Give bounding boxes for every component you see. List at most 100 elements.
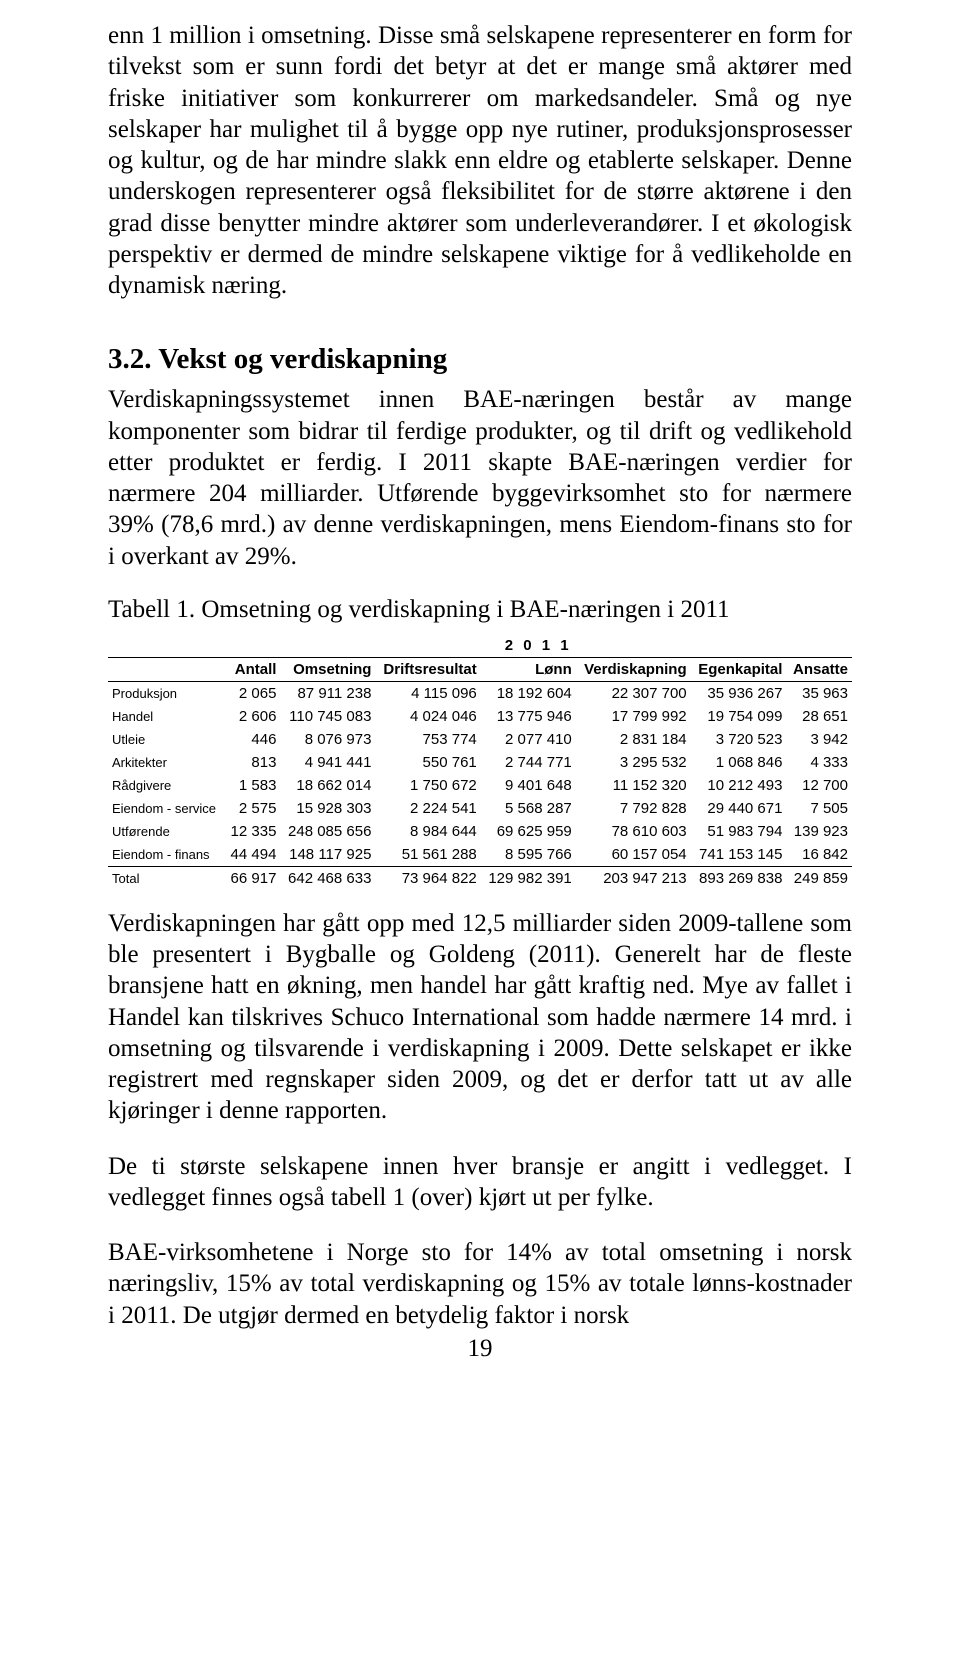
table-row: Arkitekter 813 4 941 441 550 761 2 744 7…	[108, 751, 852, 774]
table-year-cell: 2 0 1 1	[224, 634, 852, 658]
table-cell: 8 595 766	[481, 843, 576, 867]
table-cell: Total	[108, 866, 224, 890]
table-cell: 2 606	[224, 705, 280, 728]
table-cell: 2 744 771	[481, 751, 576, 774]
table-cell: 18 662 014	[280, 774, 375, 797]
table-row: Eiendom - service 2 575 15 928 303 2 224…	[108, 797, 852, 820]
table-cell: 8 076 973	[280, 728, 375, 751]
table-cell: 2 224 541	[375, 797, 480, 820]
table-cell: 3 295 532	[576, 751, 691, 774]
table-cell: 15 928 303	[280, 797, 375, 820]
table-cell: 8 984 644	[375, 820, 480, 843]
table-cell: 28 651	[786, 705, 852, 728]
table-cell: 139 923	[786, 820, 852, 843]
paragraph-4: De ti største selskapene innen hver bran…	[108, 1151, 852, 1214]
table-cell: 2 065	[224, 681, 280, 705]
table-cell: 4 333	[786, 751, 852, 774]
table-col-1: Antall	[224, 657, 280, 681]
table-col-5: Verdiskapning	[576, 657, 691, 681]
paragraph-3: Verdiskapningen har gått opp med 12,5 mi…	[108, 908, 852, 1127]
table-cell: 66 917	[224, 866, 280, 890]
table-col-7: Ansatte	[786, 657, 852, 681]
table-year-blank	[108, 634, 224, 658]
section-heading: 3.2. Vekst og verdiskapning	[108, 343, 852, 376]
table-cell: Arkitekter	[108, 751, 224, 774]
table-cell: 44 494	[224, 843, 280, 867]
table-cell: 249 859	[786, 866, 852, 890]
table-cell: 16 842	[786, 843, 852, 867]
table-row: Utleie 446 8 076 973 753 774 2 077 410 2…	[108, 728, 852, 751]
table-cell: 1 583	[224, 774, 280, 797]
table-cell: 642 468 633	[280, 866, 375, 890]
table-cell: 17 799 992	[576, 705, 691, 728]
table-cell: Rådgivere	[108, 774, 224, 797]
paragraph-5: BAE-virksomhetene i Norge sto for 14% av…	[108, 1237, 852, 1331]
table-cell: 7 505	[786, 797, 852, 820]
table-cell: 550 761	[375, 751, 480, 774]
table-cell: 11 152 320	[576, 774, 691, 797]
table-cell: 51 561 288	[375, 843, 480, 867]
table-cell: 1 068 846	[691, 751, 787, 774]
table-cell: 35 936 267	[691, 681, 787, 705]
table-cell: 741 153 145	[691, 843, 787, 867]
table-cell: Produksjon	[108, 681, 224, 705]
table-col-3: Driftsresultat	[375, 657, 480, 681]
table-col-0	[108, 657, 224, 681]
table-cell: 3 942	[786, 728, 852, 751]
document-page: enn 1 million i omsetning. Disse små sel…	[0, 0, 960, 1383]
paragraph-1: enn 1 million i omsetning. Disse små sel…	[108, 20, 852, 301]
table-cell: 12 700	[786, 774, 852, 797]
table-cell: 60 157 054	[576, 843, 691, 867]
table-cell: 9 401 648	[481, 774, 576, 797]
table-caption: Tabell 1. Omsetning og verdiskapning i B…	[108, 596, 852, 624]
table-cell: 69 625 959	[481, 820, 576, 843]
table-cell: 813	[224, 751, 280, 774]
table-cell: 78 610 603	[576, 820, 691, 843]
table-cell: Utførende	[108, 820, 224, 843]
table-cell: 148 117 925	[280, 843, 375, 867]
table-total-row: Total 66 917 642 468 633 73 964 822 129 …	[108, 866, 852, 890]
table-col-6: Egenkapital	[691, 657, 787, 681]
table-cell: 29 440 671	[691, 797, 787, 820]
table-cell: 2 831 184	[576, 728, 691, 751]
table-col-4: Lønn	[481, 657, 576, 681]
table-cell: 2 077 410	[481, 728, 576, 751]
table-cell: 12 335	[224, 820, 280, 843]
table-header-row: Antall Omsetning Driftsresultat Lønn Ver…	[108, 657, 852, 681]
table-cell: Utleie	[108, 728, 224, 751]
table-cell: 3 720 523	[691, 728, 787, 751]
paragraph-2: Verdiskapningssystemet innen BAE-næringe…	[108, 384, 852, 572]
table-cell: 248 085 656	[280, 820, 375, 843]
table-row: Rådgivere 1 583 18 662 014 1 750 672 9 4…	[108, 774, 852, 797]
table-cell: 51 983 794	[691, 820, 787, 843]
table-cell: 18 192 604	[481, 681, 576, 705]
data-table: 2 0 1 1 Antall Omsetning Driftsresultat …	[108, 634, 852, 890]
table-cell: 13 775 946	[481, 705, 576, 728]
table-row: Utførende 12 335 248 085 656 8 984 644 6…	[108, 820, 852, 843]
table-row: Handel 2 606 110 745 083 4 024 046 13 77…	[108, 705, 852, 728]
table-year-row: 2 0 1 1	[108, 634, 852, 658]
table-cell: 446	[224, 728, 280, 751]
table-body: Produksjon 2 065 87 911 238 4 115 096 18…	[108, 681, 852, 890]
table-cell: 753 774	[375, 728, 480, 751]
table-cell: 203 947 213	[576, 866, 691, 890]
table-cell: 22 307 700	[576, 681, 691, 705]
table-cell: 893 269 838	[691, 866, 787, 890]
table-row: Produksjon 2 065 87 911 238 4 115 096 18…	[108, 681, 852, 705]
table-cell: Eiendom - finans	[108, 843, 224, 867]
table-cell: 10 212 493	[691, 774, 787, 797]
table-col-2: Omsetning	[280, 657, 375, 681]
table-cell: Handel	[108, 705, 224, 728]
table-cell: 87 911 238	[280, 681, 375, 705]
table-cell: 35 963	[786, 681, 852, 705]
table-cell: 7 792 828	[576, 797, 691, 820]
table-cell: 5 568 287	[481, 797, 576, 820]
table-cell: 4 024 046	[375, 705, 480, 728]
table-row: Eiendom - finans 44 494 148 117 925 51 5…	[108, 843, 852, 867]
table-cell: 73 964 822	[375, 866, 480, 890]
table-cell: 4 115 096	[375, 681, 480, 705]
table-cell: 1 750 672	[375, 774, 480, 797]
table-cell: 2 575	[224, 797, 280, 820]
table-cell: 4 941 441	[280, 751, 375, 774]
table-cell: Eiendom - service	[108, 797, 224, 820]
